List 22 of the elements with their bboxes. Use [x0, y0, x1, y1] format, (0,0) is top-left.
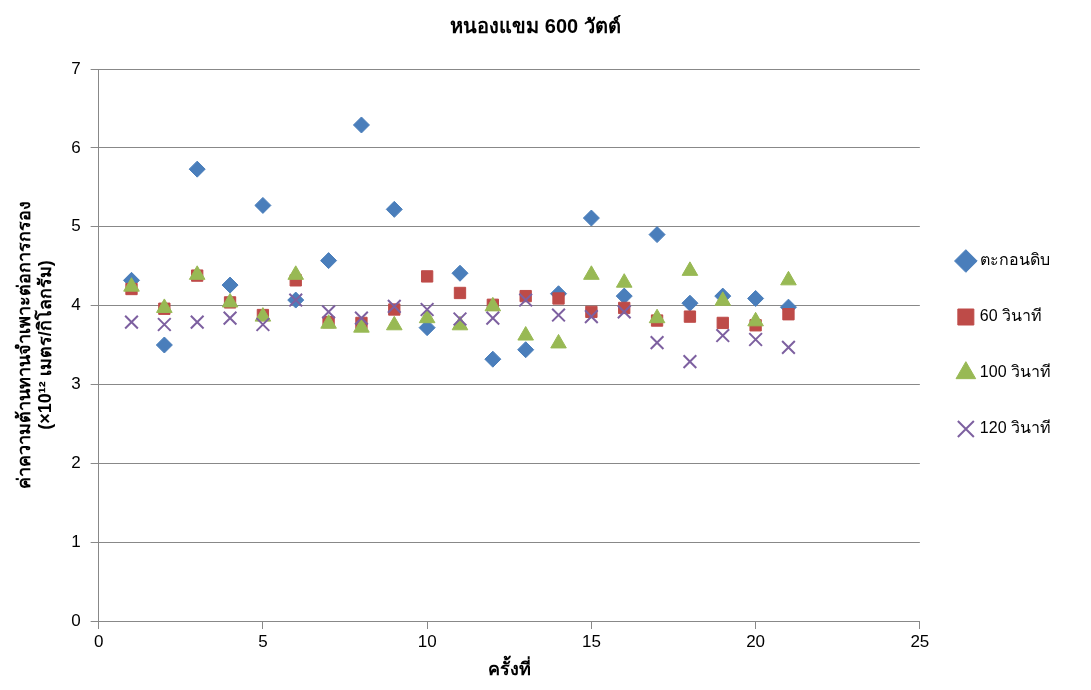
x-tick-label: 5 — [258, 631, 268, 651]
x-tick-label: 15 — [581, 631, 601, 651]
legend-label: ตะกอนดิบ — [979, 251, 1050, 269]
legend-label: 60 วินาที — [979, 307, 1043, 325]
y-tick-label: 7 — [71, 58, 81, 78]
legend-label: 100 วินาที — [979, 363, 1051, 381]
y-tick-label: 5 — [71, 216, 81, 236]
x-axis-title: ครั้งที่ — [487, 655, 531, 680]
y-tick-label: 3 — [71, 374, 81, 394]
x-tick-label: 25 — [910, 631, 930, 651]
chart-title: หนองแขม 600 วัตต์ — [450, 14, 621, 37]
legend-label: 120 วินาที — [979, 419, 1051, 437]
y-tick-label: 0 — [71, 610, 81, 630]
x-tick-label: 20 — [746, 631, 766, 651]
y-tick-label: 2 — [71, 452, 81, 472]
y-tick-label: 6 — [71, 137, 81, 157]
y-tick-label: 4 — [71, 295, 81, 315]
text: ค่าความต้านทานจำเพาะต่อการกรอง — [13, 201, 34, 489]
y-tick-label: 1 — [71, 531, 81, 551]
x-tick-label: 10 — [417, 631, 437, 651]
text: (×10¹² เมตร/กิโลกรัม) — [35, 260, 56, 430]
x-tick-label: 0 — [93, 631, 104, 651]
